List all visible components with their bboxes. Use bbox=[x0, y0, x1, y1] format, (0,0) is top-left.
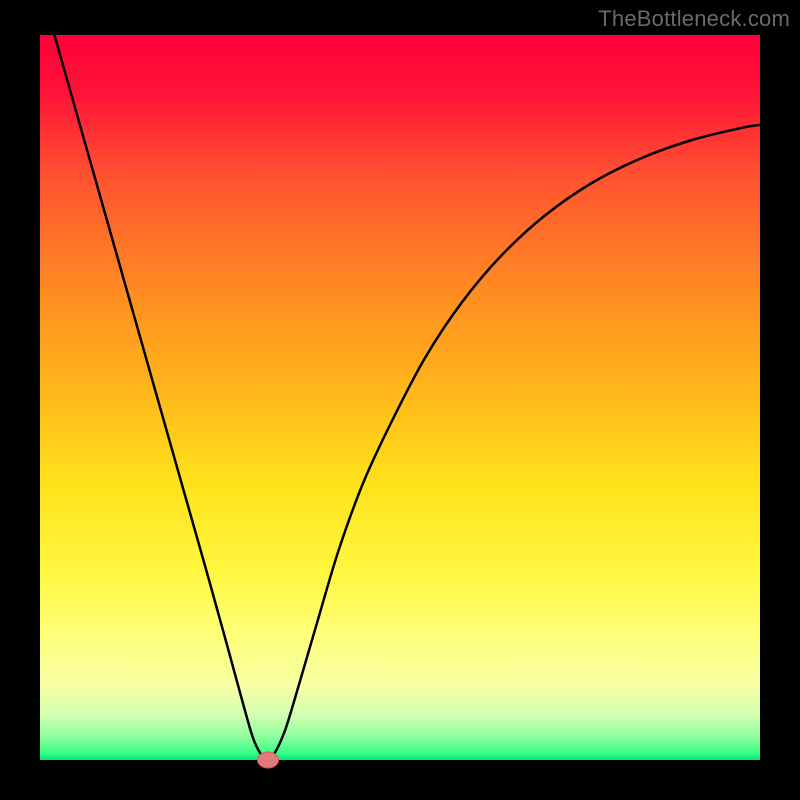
plot-area bbox=[40, 35, 760, 760]
chart-stage: TheBottleneck.com bbox=[0, 0, 800, 800]
